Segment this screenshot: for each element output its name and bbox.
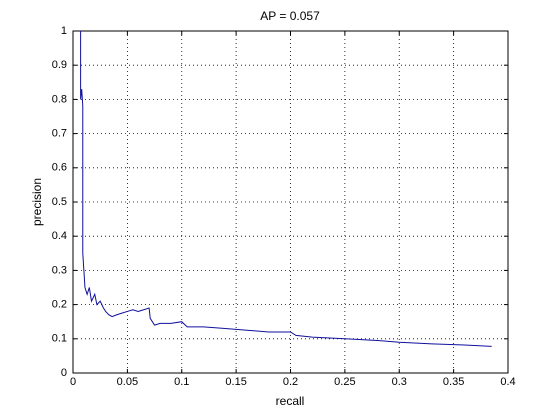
y-axis-label: precision: [30, 178, 44, 226]
y-tick-label: 0: [61, 367, 67, 379]
x-tick-label: 0.4: [500, 376, 515, 388]
x-tick-label: 0.2: [283, 376, 298, 388]
x-tick-label: 0.1: [174, 376, 189, 388]
y-tick-label: 0.7: [52, 128, 67, 140]
x-tick-label: 0.15: [225, 376, 246, 388]
y-tick-label: 0.3: [52, 264, 67, 276]
y-tick-label: 0.1: [52, 333, 67, 345]
y-tick-label: 1: [61, 25, 67, 37]
line-series: [80, 31, 492, 347]
plot-area: [72, 30, 509, 374]
x-tick-label: 0: [70, 376, 76, 388]
x-tick-label: 0.35: [443, 376, 464, 388]
chart-title: AP = 0.057: [260, 9, 320, 23]
y-tick-label: 0.6: [52, 162, 67, 174]
y-tick-label: 0.5: [52, 196, 67, 208]
x-tick-label: 0.05: [117, 376, 138, 388]
y-tick-label: 0.8: [52, 93, 67, 105]
y-tick-label: 0.4: [52, 230, 67, 242]
y-tick-label: 0.9: [52, 59, 67, 71]
x-axis-label: recall: [276, 394, 305, 408]
x-tick-label: 0.3: [392, 376, 407, 388]
x-tick-label: 0.25: [334, 376, 355, 388]
y-tick-label: 0.2: [52, 299, 67, 311]
